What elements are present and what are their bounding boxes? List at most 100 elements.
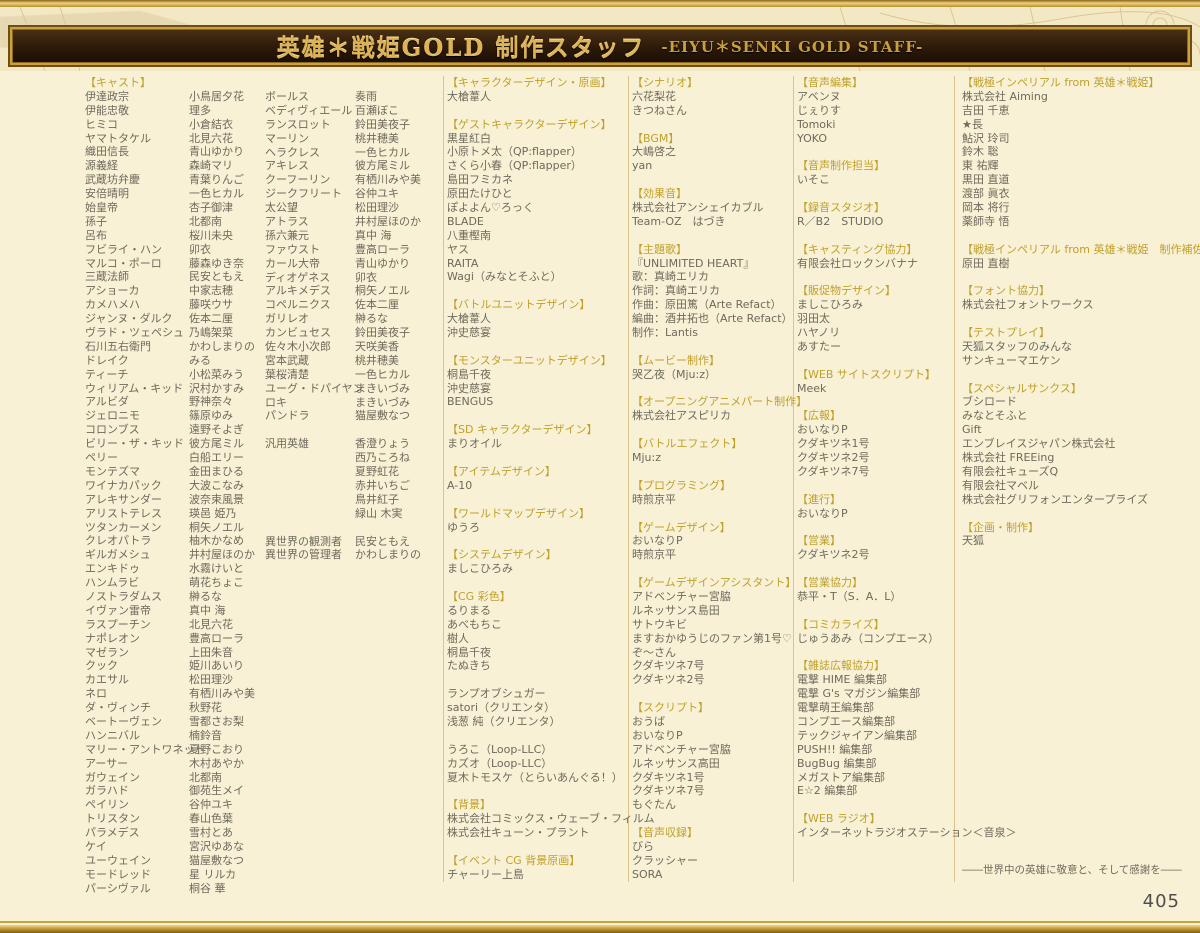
cast-row: クーフーリン 有栖川みや美 <box>265 173 439 187</box>
credit-line: ハヤノリ <box>797 326 841 340</box>
character-name: モードレッド <box>85 867 151 881</box>
credit-line: おいなりP <box>797 423 848 437</box>
section-header: 【ワールドマップデザイン】 <box>447 506 590 520</box>
credit-line: 恭平・T（S．A．L） <box>797 589 902 603</box>
character-name: 始皇帝 <box>85 201 118 215</box>
character-name: 伊能忠敬 <box>85 103 129 117</box>
credit-line: 大嶋啓之 <box>632 145 676 159</box>
voice-actor-name: みる <box>189 353 211 367</box>
voice-actor-name: 井村屋ほのか <box>189 548 255 562</box>
character-name: ネロ <box>85 687 107 701</box>
section-header: 【SD キャラクターデザイン】 <box>447 423 598 437</box>
credits-section: 【キャラクターデザイン・原画】 大槍葦人 <box>447 76 629 104</box>
voice-actor-name: 青葉りんご <box>189 173 244 187</box>
credit-line: 桐島千夜 <box>447 367 491 381</box>
voice-actor-name: 百瀬ぼこ <box>355 103 399 117</box>
voice-actor-name: 井村屋ほのか <box>355 215 421 229</box>
character-name <box>265 507 355 521</box>
character-name: アキレス <box>265 159 309 173</box>
credits-section: 【システムデザイン】 ましこひろみ <box>447 548 629 576</box>
credit-line: 編曲：酒井拓也（Arte Refact） <box>632 312 793 326</box>
credits-section: 【ゲームデザインアシスタント】 アドベンチャー宮脇 ルネッサンス島田 サトウキビ ますお… <box>632 576 796 687</box>
section-header: 【BGM】 <box>632 131 680 145</box>
section-header: 【営業】 <box>797 534 841 548</box>
cast-row: 異世界の観測者 民安ともえ <box>265 535 439 549</box>
voice-actor-name: 雪村とあ <box>189 826 233 840</box>
section-header: 【販促物デザイン】 <box>797 284 896 298</box>
credit-line: テックジャイアン編集部 <box>797 728 918 742</box>
section-header: 【ゲームデザイン】 <box>632 520 731 534</box>
voice-actor-name: 彼方尾ミル <box>189 437 244 451</box>
voice-actor-name: 谷仲ユキ <box>189 798 233 812</box>
section-header: 【バトルエフェクト】 <box>632 437 743 451</box>
section-header: 【戦極インペリアル from 英雄＊戦姫】 <box>962 76 1160 89</box>
credit-line: Wagi（みなとそふと） <box>447 270 562 284</box>
credit-line: 八重樫南 <box>447 228 491 242</box>
section-header: 【オープニングアニメパート制作】 <box>632 395 808 409</box>
cast-row: モードレッド 星 リルカ <box>85 868 259 882</box>
character-name: ランスロット <box>265 117 331 131</box>
cast-row: ガウェイン 北都南 <box>85 771 259 785</box>
character-name: アルキメデス <box>265 284 331 298</box>
cast-row: 武蔵坊弁慶 青葉りんご <box>85 173 259 187</box>
voice-actor-name: 楠鈴音 <box>189 728 222 742</box>
voice-actor-name: 秋野花 <box>189 701 222 715</box>
cast-row: ペイリン 谷仲ユキ <box>85 798 259 812</box>
cast-row: クレオパトラ 柚木かなめ <box>85 534 259 548</box>
character-name: クレオパトラ <box>85 534 152 548</box>
credit-line: SORA <box>632 867 663 881</box>
cast-row <box>265 521 439 535</box>
section-header: 【進行】 <box>797 492 841 506</box>
cast-row: 緑山 木実 <box>265 507 439 521</box>
voice-actor-name: 緑山 木実 <box>355 506 403 520</box>
page-title-jp: 英雄＊戦姫GOLD 制作スタッフ <box>276 35 646 62</box>
cast-row: クック 姫川あいり <box>85 659 259 673</box>
character-name: ガラハド <box>85 784 129 798</box>
voice-actor-name: 桐矢ノエル <box>355 284 410 298</box>
credit-line: 原田 直樹 <box>962 256 1010 270</box>
voice-actor-name: かわしまりの <box>189 339 255 353</box>
credits-section: 【スペシャルサンクス】 ブシロード みなとそふと Gift エンブレイスジャパン株式会社… <box>962 382 1190 507</box>
voice-actor-name: 北見六花 <box>189 131 233 145</box>
character-name: 汎用英雄 <box>265 437 309 451</box>
cast-row: 伊能忠敬 理多 <box>85 104 259 118</box>
voice-actor-name: 一色ヒカル <box>355 367 410 381</box>
character-name <box>265 423 355 437</box>
credit-line: 羽田太 <box>797 312 830 326</box>
voice-actor-name: 水霧けいと <box>189 562 244 576</box>
voice-actor-name: 彼方尾ミル <box>355 159 410 173</box>
cast-row: モンテズマ 金田まひる <box>85 465 259 479</box>
voice-actor-name: 民安ともえ <box>355 534 410 548</box>
character-name: ワイナカパック <box>85 478 162 492</box>
cast-row: 石川五右衛門 かわしまりの <box>85 340 259 354</box>
credits-section: 【音声制作担当】 いそこ <box>797 159 953 187</box>
credits-section: 【モンスターユニットデザイン】 桐島千夜 沖史慈宴 BENGUS <box>447 354 629 410</box>
credit-line: 株式会社フォントワークス <box>962 298 1094 312</box>
section-header: 【バトルユニットデザイン】 <box>447 298 591 312</box>
character-name: ビリー・ザ・キッド <box>85 437 184 451</box>
credit-line: ブシロード <box>962 395 1017 409</box>
credit-line: るりまる <box>447 603 491 617</box>
cast-row: カンビュセス 鈴田美夜子 <box>265 326 439 340</box>
character-name: アショーカ <box>85 284 140 298</box>
cast-row: トリスタン 春山色葉 <box>85 812 259 826</box>
section-header: 【イベント CG 背景原画】 <box>447 853 581 867</box>
credit-line: もぐたん <box>632 798 676 812</box>
character-name: 安倍晴明 <box>85 187 129 201</box>
credits-section: 【主題歌】 『UNLIMITED HEART』 歌：真崎エリカ 作詞：真崎エリカ 作曲：… <box>632 243 793 340</box>
cast-list-1: 伊達政宗 小鳥居夕花 伊能忠敬 理多 ヒミコ 小倉結衣 ヤマトタケル 北見六花 織田信長 青山ゆか… <box>85 90 259 896</box>
character-name: ダ・ヴィンチ <box>85 701 151 715</box>
character-name: ユーウェイン <box>85 853 151 867</box>
credit-line: Meek <box>797 381 827 395</box>
cast-row: 葉桜清楚 一色ヒカル <box>265 368 439 382</box>
section-header: 【音声収録】 <box>632 826 698 840</box>
section-header: 【効果音】 <box>632 187 687 201</box>
cast-row: 源義経 森崎マリ <box>85 159 259 173</box>
voice-actor-name: 卯衣 <box>355 270 377 284</box>
character-name: クーフーリン <box>265 173 331 187</box>
cast-row: パンドラ 猫屋敷なつ <box>265 409 439 423</box>
credit-line: 浅葱 純（クリエンタ） <box>447 714 561 728</box>
credit-line: 有限会社ロックンバナナ <box>797 256 918 270</box>
character-name: 葉桜清楚 <box>265 367 309 381</box>
credit-line: 制作：Lantis <box>632 326 698 340</box>
